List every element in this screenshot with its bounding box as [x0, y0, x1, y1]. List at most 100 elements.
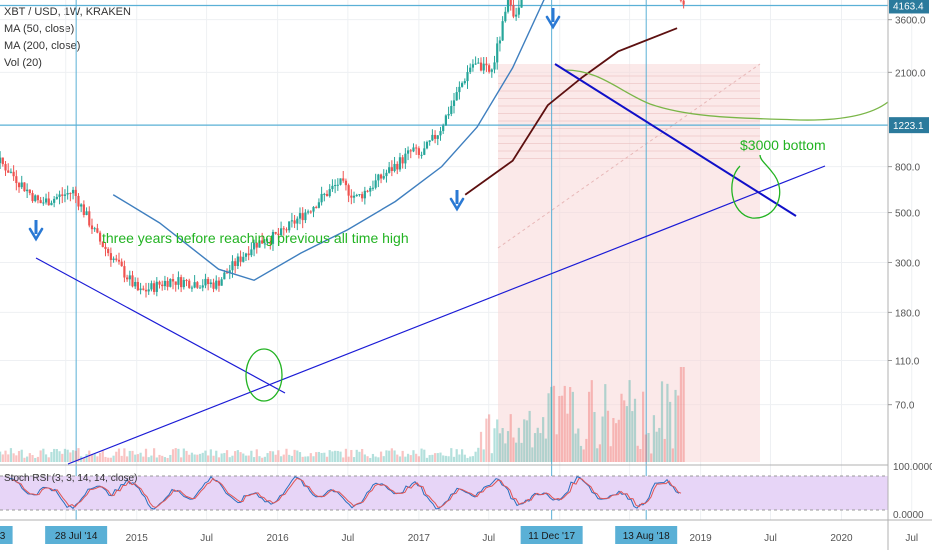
volume-bar — [309, 453, 312, 462]
volume-bar — [39, 450, 42, 462]
candle-body — [139, 288, 142, 291]
volume-bar — [298, 452, 302, 462]
volume-bar — [609, 446, 612, 462]
volume-bar — [577, 428, 580, 462]
candle-body — [334, 185, 337, 187]
candle-body — [104, 246, 107, 249]
volume-bar — [374, 456, 377, 462]
volume-bar — [587, 391, 591, 462]
volume-bar — [517, 427, 520, 462]
volume-bar — [304, 456, 307, 462]
candle-body — [298, 213, 302, 219]
volume-bar — [285, 448, 288, 462]
candle-body — [477, 62, 480, 64]
candle-body — [458, 86, 461, 93]
y-tick-label: 180.0 — [895, 308, 920, 319]
price-label-box — [889, 0, 929, 14]
candle-body — [361, 194, 364, 199]
volume-bar — [279, 456, 283, 462]
volume-bar — [317, 451, 321, 462]
candles — [0, 0, 685, 298]
volume-bar — [207, 455, 210, 462]
volume-bar — [155, 457, 158, 462]
candle-body — [69, 193, 72, 195]
volume-bar — [450, 448, 453, 462]
volume-bar — [382, 456, 385, 462]
candle-body — [166, 280, 169, 287]
x-highlight-label: 25 Nov '13 — [0, 531, 6, 542]
candle-body — [463, 81, 466, 84]
volume-bar — [290, 455, 293, 462]
candle-body — [80, 204, 83, 207]
volume-bar — [7, 454, 10, 462]
candle-body — [209, 282, 212, 285]
candle-body — [504, 11, 507, 22]
volume-bar — [463, 454, 466, 462]
volume-bar — [442, 455, 445, 462]
candle-body — [290, 220, 293, 222]
candle-body — [412, 147, 415, 152]
volume-bar — [390, 448, 393, 462]
volume-bar — [185, 450, 188, 462]
legend-ma200: MA (200, close) — [4, 40, 81, 52]
volume-bar — [180, 457, 183, 462]
volume-bar — [593, 412, 596, 462]
volume-bar — [339, 451, 342, 462]
volume-bar — [204, 450, 207, 462]
candle-body — [193, 282, 196, 288]
candle-body — [415, 147, 418, 149]
candle-body — [77, 195, 80, 207]
candle-body — [279, 228, 283, 236]
volume-bar — [650, 453, 653, 462]
price-label-box — [889, 117, 929, 134]
y-tick-label: 3600.0 — [895, 16, 926, 27]
volume-bar — [266, 453, 269, 462]
volume-bar — [139, 452, 142, 462]
candle-body — [196, 282, 199, 288]
volume-bar — [598, 444, 601, 462]
candle-body — [320, 193, 323, 203]
candle-body — [225, 272, 229, 274]
volume-bar — [244, 455, 248, 462]
volume-bar — [601, 416, 604, 462]
volume-bar — [471, 456, 475, 462]
volume-bar — [128, 450, 131, 462]
candle-body — [171, 279, 175, 282]
volume-bar — [271, 451, 275, 462]
volume-bar — [55, 449, 58, 462]
candle-body — [217, 280, 221, 286]
volume-bar — [388, 450, 391, 462]
volume-bar — [209, 449, 212, 462]
x-tick-label: Jul — [341, 533, 354, 544]
candle-body — [301, 213, 304, 221]
volume-bar — [193, 454, 196, 462]
volume-bar — [677, 395, 680, 462]
candle-body — [244, 253, 248, 257]
volume-bar — [231, 455, 234, 462]
candle-body — [363, 190, 366, 199]
volume-bar — [628, 380, 631, 462]
volume-bar — [144, 448, 148, 462]
volume-bar — [393, 450, 396, 462]
volume-bar — [147, 457, 150, 462]
volume-bar — [420, 448, 423, 462]
candle-body — [315, 206, 318, 208]
candle-body — [296, 218, 299, 224]
volume-bar — [485, 418, 488, 462]
candle-body — [323, 193, 326, 195]
volume-bar — [247, 455, 250, 462]
volume-bar — [550, 386, 553, 462]
candle-body — [188, 280, 191, 288]
volume-bar — [547, 393, 550, 462]
volume-bar — [334, 450, 337, 462]
candle-body — [123, 266, 126, 278]
volume-bar — [50, 451, 53, 462]
volume-bar — [274, 454, 277, 462]
volume-bar — [515, 442, 518, 462]
candle-body — [17, 183, 21, 188]
candle-body — [231, 261, 234, 271]
volume-bar — [625, 406, 628, 462]
candle-body — [450, 105, 453, 114]
candle-body — [161, 284, 164, 287]
